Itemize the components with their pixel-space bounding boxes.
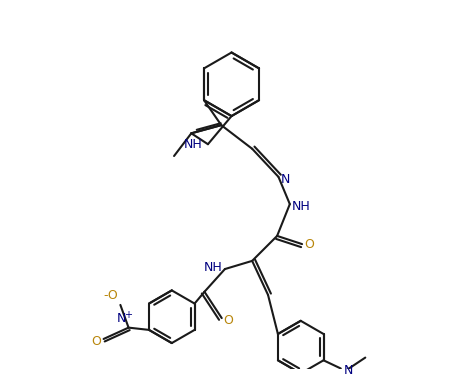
Text: NH: NH <box>292 200 311 213</box>
Text: N: N <box>117 312 126 325</box>
Text: N: N <box>344 364 353 377</box>
Text: -O: -O <box>104 289 118 302</box>
Text: O: O <box>304 238 314 251</box>
Text: N: N <box>281 173 290 186</box>
Text: O: O <box>223 314 233 327</box>
Text: +: + <box>123 310 132 321</box>
Text: O: O <box>91 335 101 348</box>
Text: NH: NH <box>184 138 202 151</box>
Text: NH: NH <box>204 261 222 274</box>
